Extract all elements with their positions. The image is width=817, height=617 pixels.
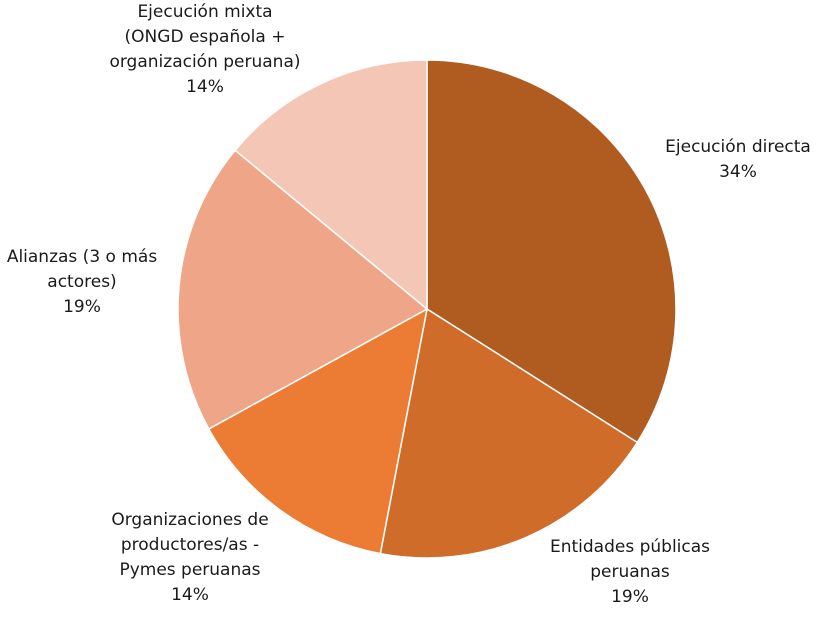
slice-label: Ejecución mixta (ONGD española + organizac… (109, 2, 300, 97)
slice-label-line: Ejecución mixta (137, 2, 272, 22)
slice-percent-label: 19% (611, 587, 649, 607)
slice-label-line: organización peruana) (109, 52, 300, 72)
slice-label-line: peruanas (590, 562, 670, 582)
slice-label-line: Entidades públicas (550, 537, 710, 557)
slice-percent-label: 34% (719, 162, 757, 182)
slice-percent-label: 14% (186, 77, 224, 97)
slice-percent-label: 14% (171, 585, 209, 605)
pie-slice (177, 149, 429, 430)
slice-label-line: Alianzas (3 o más (7, 247, 158, 267)
slice-label: Alianzas (3 o más actores) 19% (7, 247, 158, 317)
slice-label-line: (ONGD española + (125, 27, 286, 47)
slice-label-line: productores/as - (121, 535, 259, 555)
slice-label-line: Pymes peruanas (119, 560, 260, 580)
slice-label: Organizaciones de productores/as - Pymes p… (111, 510, 268, 605)
pie-slice (379, 307, 639, 559)
pie-slice (426, 59, 677, 444)
slice-label: Ejecución directa 34% (665, 137, 811, 182)
slice-percent-label: 19% (63, 297, 101, 317)
slice-label-line: Ejecución directa (665, 137, 811, 157)
pie-labels: Ejecución directa 34% Entidades públicas pe… (7, 2, 811, 607)
slice-label-line: Organizaciones de (111, 510, 268, 530)
pie-slices (177, 59, 677, 559)
pie-slice (234, 59, 428, 311)
slice-label: Entidades públicas peruanas 19% (550, 537, 710, 607)
pie-slice (207, 307, 429, 555)
slice-label-line: actores) (47, 272, 116, 292)
